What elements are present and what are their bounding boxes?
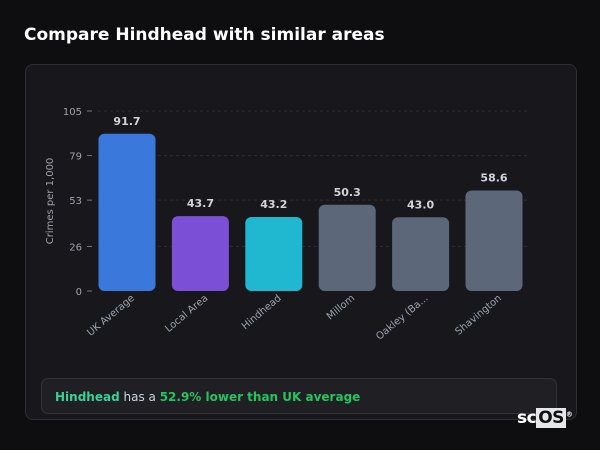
x-tick-label: UK Average <box>85 293 137 339</box>
bar <box>98 133 156 291</box>
bar <box>465 190 523 291</box>
x-tick-label: Oakley (Ba... <box>374 293 430 343</box>
y-tick-label: 79 <box>69 152 82 163</box>
scos-logo: sc OS ® <box>517 408 573 428</box>
bar <box>171 216 229 291</box>
bar <box>392 217 450 291</box>
value-label: 43.2 <box>260 198 287 211</box>
page-title: Compare Hindhead with similar areas <box>24 25 385 45</box>
y-tick-label: 26 <box>69 242 82 253</box>
summary-comparison: 52.9% lower than UK average <box>159 390 361 404</box>
summary-area: Hindhead <box>55 390 120 404</box>
x-tick-label: Shavington <box>454 293 504 338</box>
x-tick-label: Millom <box>325 293 357 323</box>
bar <box>318 204 376 291</box>
value-label: 91.7 <box>113 115 140 128</box>
summary-note: Hindhead has a 52.9% lower than UK avera… <box>41 378 557 414</box>
y-tick-label: 0 <box>76 287 82 298</box>
x-tick-label: Local Area <box>163 293 210 335</box>
y-tick-label: 53 <box>69 196 82 207</box>
value-label: 50.3 <box>334 186 361 199</box>
value-label: 43.7 <box>187 197 214 210</box>
value-label: 43.0 <box>407 198 434 211</box>
value-label: 58.6 <box>480 172 507 185</box>
summary-text: has a <box>119 390 160 404</box>
x-tick-label: Hindhead <box>240 293 284 332</box>
y-tick-label: 105 <box>63 107 82 118</box>
y-axis-label: Crimes per 1,000 <box>45 158 56 245</box>
bar <box>245 216 303 291</box>
